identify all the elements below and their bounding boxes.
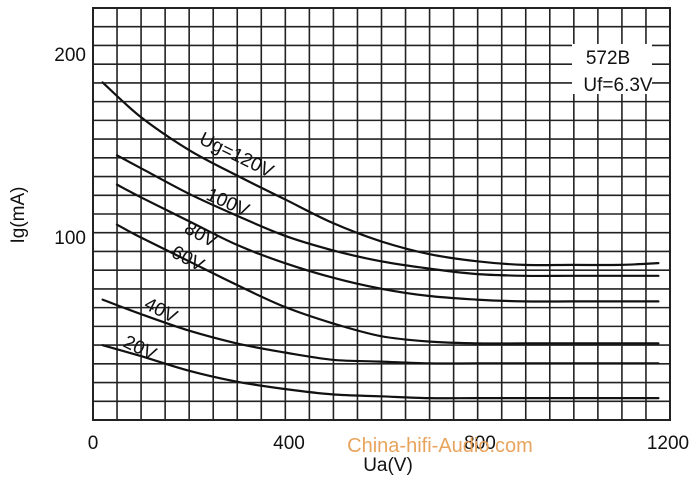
- filament-voltage-label: Uf=6.3V: [583, 75, 653, 96]
- curve-line: [101, 298, 660, 365]
- x-tick-label: 1200: [647, 433, 689, 454]
- curve-line: [115, 183, 660, 303]
- x-tick-label: 400: [273, 433, 305, 454]
- annotation-background: [572, 44, 652, 94]
- watermark: China-hifi-Audio.com: [347, 435, 533, 457]
- x-tick-label: 0: [88, 433, 99, 454]
- x-axis-label: Ua(V): [363, 455, 413, 476]
- y-axis-label: Ig(mA): [8, 187, 29, 244]
- plot-frame: [92, 7, 671, 421]
- curve-line: [101, 81, 660, 267]
- tube-type-label: 572B: [586, 48, 630, 69]
- curve-line: [115, 154, 660, 278]
- y-tick-label: 100: [54, 228, 86, 249]
- x-tick-label: 800: [464, 433, 496, 454]
- curve-line: [101, 344, 660, 400]
- curve-label: 100V: [203, 184, 252, 221]
- curve-label: 40V: [141, 294, 181, 328]
- y-tick-label: 200: [54, 45, 86, 66]
- curves-group: [101, 81, 660, 400]
- curve-line: [115, 223, 660, 345]
